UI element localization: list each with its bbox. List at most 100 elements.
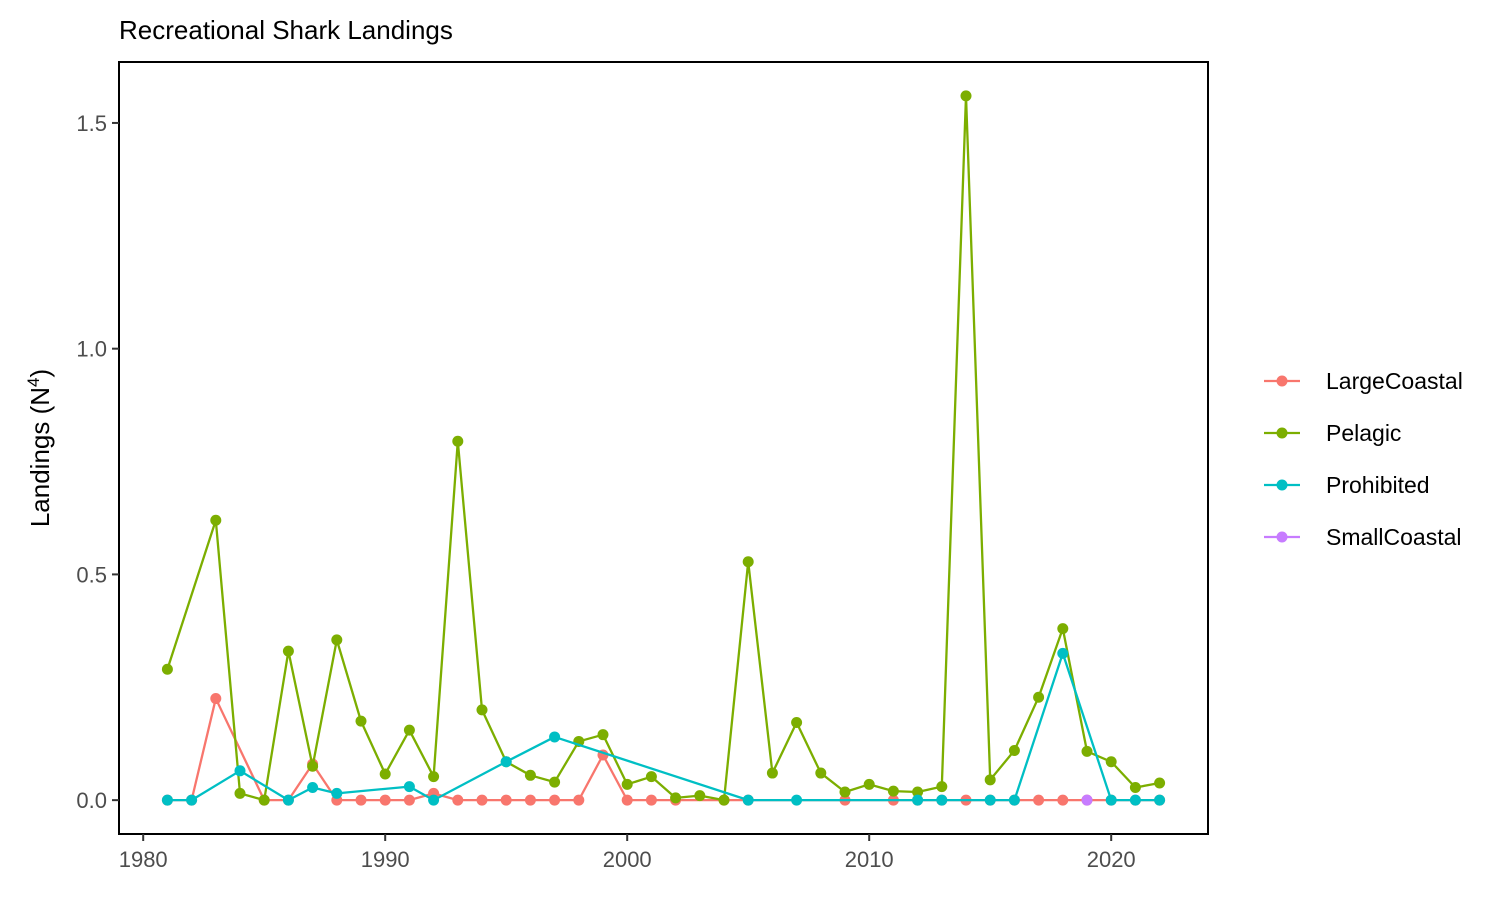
legend: LargeCoastal Pelagic Prohibited SmallCoasta… [1264, 368, 1463, 550]
data-point-largecoastal [210, 693, 222, 705]
data-point-prohibited [186, 794, 198, 806]
y-axis-title: Landings (N4) [24, 369, 55, 527]
data-point-prohibited [428, 794, 440, 806]
data-point-largecoastal [524, 794, 536, 806]
data-point-pelagic [912, 786, 924, 798]
data-point-pelagic [524, 769, 536, 781]
data-point-pelagic [1105, 756, 1117, 768]
data-point-largecoastal [573, 794, 585, 806]
y-tick-label: 1.5 [76, 111, 107, 136]
data-point-pelagic [403, 724, 415, 736]
data-point-largecoastal [621, 794, 633, 806]
data-point-largecoastal [549, 794, 561, 806]
data-point-pelagic [863, 778, 875, 790]
legend-item-smallcoastal: SmallCoastal [1264, 524, 1462, 550]
data-point-pelagic [234, 787, 246, 799]
data-point-largecoastal [355, 794, 367, 806]
data-point-pelagic [815, 767, 827, 779]
data-point-largecoastal [476, 794, 488, 806]
legend-item-prohibited: Prohibited [1264, 472, 1430, 498]
data-point-largecoastal [500, 794, 512, 806]
data-point-prohibited [331, 787, 343, 799]
series-layer [161, 90, 1166, 806]
y-tick-label: 0.0 [76, 788, 107, 813]
y-axis-title-suffix: ) [25, 369, 55, 378]
data-point-prohibited [234, 765, 246, 777]
data-point-prohibited [984, 794, 996, 806]
series-pelagic [161, 90, 1166, 806]
x-tick-label: 2010 [845, 847, 894, 872]
x-axis: 1980 1990 2000 2010 2020 [119, 834, 1136, 872]
data-point-pelagic [549, 776, 561, 788]
data-point-largecoastal [379, 794, 391, 806]
data-point-pelagic [1008, 744, 1020, 756]
data-point-pelagic [718, 794, 730, 806]
y-axis: 0.0 0.5 1.0 1.5 [76, 111, 119, 813]
data-point-pelagic [742, 556, 754, 568]
data-point-pelagic [1057, 623, 1069, 635]
data-point-prohibited [1154, 794, 1166, 806]
data-point-pelagic [161, 663, 173, 675]
data-point-prohibited [912, 794, 924, 806]
chart-title: Recreational Shark Landings [119, 15, 453, 45]
data-point-pelagic [839, 786, 851, 798]
legend-key-point [1276, 375, 1288, 387]
data-point-prohibited [161, 794, 173, 806]
data-point-prohibited [742, 794, 754, 806]
data-point-prohibited [403, 781, 415, 793]
data-point-pelagic [645, 771, 657, 783]
data-point-pelagic [1081, 745, 1093, 757]
data-point-pelagic [1033, 691, 1045, 703]
data-point-pelagic [476, 704, 488, 716]
y-tick-label: 1.0 [76, 337, 107, 362]
data-point-pelagic [887, 785, 899, 797]
data-point-largecoastal [645, 794, 657, 806]
data-point-pelagic [428, 771, 440, 783]
data-point-pelagic [1129, 782, 1141, 793]
data-point-pelagic [791, 716, 803, 728]
x-tick-label: 2020 [1087, 847, 1136, 872]
y-tick-label: 0.5 [76, 562, 107, 587]
legend-label: Prohibited [1326, 472, 1430, 498]
legend-item-pelagic: Pelagic [1264, 420, 1401, 446]
data-point-prohibited [1129, 794, 1141, 806]
data-point-pelagic [379, 768, 391, 780]
y-axis-title-main: Landings (N [25, 387, 55, 527]
data-point-pelagic [282, 645, 294, 657]
legend-label: LargeCoastal [1326, 368, 1463, 394]
data-point-pelagic [258, 794, 270, 806]
data-point-largecoastal [403, 794, 415, 806]
data-point-prohibited [1057, 647, 1069, 659]
x-tick-label: 1990 [361, 847, 410, 872]
data-point-pelagic [984, 774, 996, 786]
legend-key-point [1276, 427, 1288, 439]
data-point-prohibited [1105, 794, 1117, 806]
data-point-pelagic [1154, 777, 1166, 789]
data-point-pelagic [597, 729, 609, 741]
plot-panel [118, 61, 1209, 835]
data-point-prohibited [307, 782, 319, 793]
data-point-pelagic [670, 792, 682, 804]
data-point-pelagic [694, 790, 706, 802]
data-point-largecoastal [452, 794, 464, 806]
legend-key-point [1276, 479, 1288, 491]
legend-label: SmallCoastal [1326, 524, 1462, 550]
data-point-pelagic [621, 778, 633, 790]
data-point-smallcoastal [1081, 794, 1093, 806]
legend-item-largecoastal: LargeCoastal [1264, 368, 1463, 394]
data-point-prohibited [1008, 794, 1020, 806]
data-point-pelagic [307, 760, 319, 772]
series-prohibited [161, 647, 1166, 806]
data-point-largecoastal [1033, 794, 1045, 806]
series-smallcoastal [1081, 794, 1093, 806]
data-point-prohibited [791, 794, 803, 806]
data-point-pelagic [210, 514, 222, 526]
data-point-pelagic [960, 90, 972, 102]
data-point-pelagic [355, 715, 367, 727]
data-point-pelagic [936, 781, 948, 793]
data-point-largecoastal [1057, 794, 1069, 806]
data-point-pelagic [331, 634, 343, 646]
legend-key-point [1276, 531, 1288, 543]
x-tick-label: 1980 [119, 847, 168, 872]
